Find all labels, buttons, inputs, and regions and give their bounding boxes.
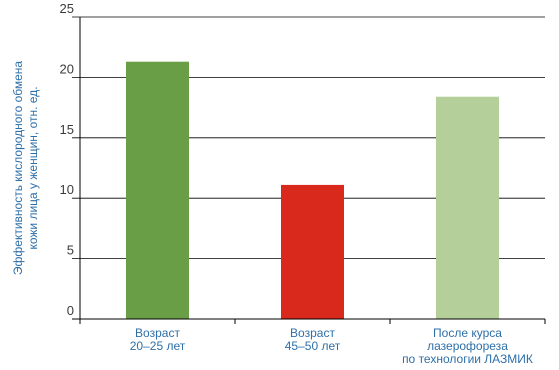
x-category-label-line: После курса xyxy=(433,326,502,340)
y-tick-label: 5 xyxy=(67,243,74,258)
bar xyxy=(126,61,189,320)
y-axis-title-line: кожи лица у женщин, отн. ед. xyxy=(26,86,40,249)
x-category-label-line: по технологии ЛАЗМИК xyxy=(402,352,533,366)
x-category-label: Возраст 20–25 лет xyxy=(130,326,186,353)
y-tick-label: 20 xyxy=(60,61,74,76)
x-category-label-line: 45–50 лет xyxy=(285,339,341,353)
y-tick-label: 0 xyxy=(67,303,74,318)
y-axis-label: Эффективность кислородного обменакожи ли… xyxy=(11,61,40,275)
bars xyxy=(126,61,499,320)
axes xyxy=(72,17,546,324)
x-category-label-line: Возраст xyxy=(290,326,335,340)
y-axis-title-line: Эффективность кислородного обмена xyxy=(11,61,25,275)
y-axis-title: Эффективность кислородного обменакожи ли… xyxy=(11,61,40,275)
bar xyxy=(281,184,344,319)
x-category-label: После курса лазерофореза по технологии ЛАЗ… xyxy=(402,326,533,366)
y-tick-labels: 0 5 10 15 20 25 xyxy=(60,1,74,318)
x-category-label-line: 20–25 лет xyxy=(130,339,186,353)
y-tick-label: 10 xyxy=(60,182,74,197)
bar xyxy=(436,96,499,319)
x-category-label-line: Возраст xyxy=(135,326,180,340)
x-category-label: Возраст 45–50 лет xyxy=(285,326,341,353)
y-tick-label: 15 xyxy=(60,122,74,137)
y-tick-label: 25 xyxy=(60,1,74,16)
x-category-label-line: лазерофореза xyxy=(427,339,508,353)
